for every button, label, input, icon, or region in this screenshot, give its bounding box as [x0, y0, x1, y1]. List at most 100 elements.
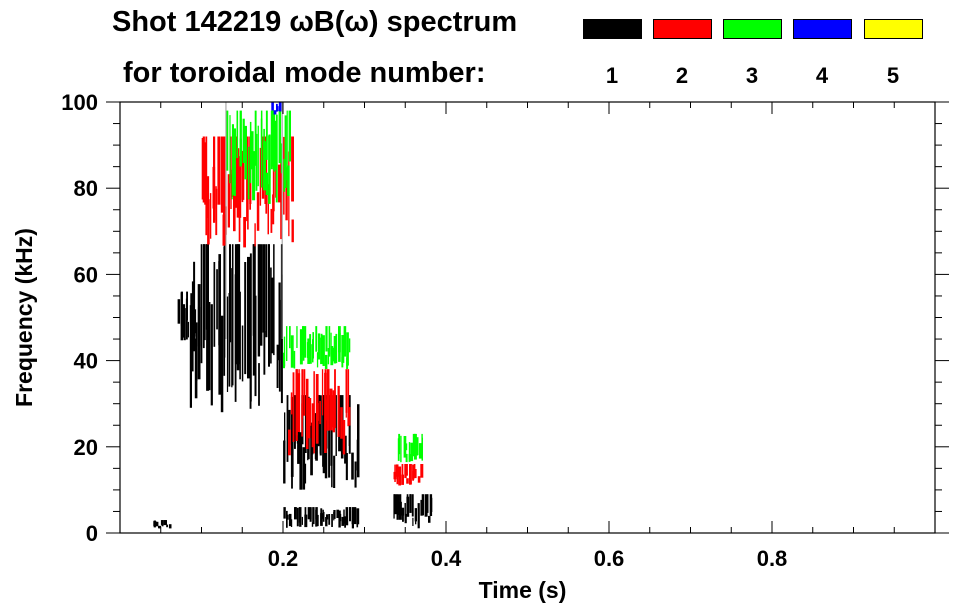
spectral-streak-n=1	[304, 507, 307, 518]
spectral-streak-n=3	[307, 338, 310, 364]
spectral-streak-n=1	[220, 315, 224, 413]
spectral-streak-n=1	[291, 466, 293, 489]
spectral-streak-n=2	[315, 374, 319, 444]
spectral-streak-n=2	[236, 148, 240, 218]
spectral-streak-n=4	[271, 102, 274, 111]
spectral-streak-n=1	[213, 262, 216, 347]
spectral-streak-n=1	[412, 517, 414, 526]
spectral-streak-n=2	[280, 155, 282, 240]
spectral-streak-n=1	[210, 304, 213, 406]
spectral-streak-n=1	[283, 440, 286, 484]
spectral-streak-n=3	[309, 344, 312, 364]
spectral-streak-n=1	[290, 396, 294, 477]
spectral-streak-n=1	[283, 507, 286, 519]
spectral-streak-n=3	[317, 333, 321, 360]
spectral-streak-n=3	[273, 110, 275, 172]
spectral-streak-n=3	[250, 131, 254, 170]
spectral-streak-n=3	[343, 326, 347, 357]
spectral-streak-n=1	[330, 416, 333, 466]
spectral-streak-n=3	[315, 326, 318, 352]
spectral-streak-n=3	[226, 110, 229, 171]
spectral-streak-n=3	[265, 110, 268, 160]
spectral-streak-n=2	[417, 476, 421, 483]
spectral-streak-n=2	[220, 136, 224, 213]
spectral-streak-n=1	[328, 395, 331, 478]
spectral-streak-n=2	[285, 167, 288, 221]
spectral-streak-n=1	[234, 244, 238, 365]
x-tick-label: 0.6	[594, 546, 625, 571]
spectral-streak-n=2	[230, 136, 232, 209]
spectral-streak-n=3	[328, 326, 331, 357]
spectral-streak-n=1	[325, 517, 328, 527]
spectral-streak-n=1	[239, 291, 241, 380]
spectral-streak-n=1	[182, 304, 186, 338]
spectral-streak-n=1	[296, 507, 299, 527]
spectral-streak-n=2	[288, 429, 291, 456]
spectral-streak-n=3	[410, 442, 414, 462]
spectral-streak-n=3	[287, 165, 290, 196]
spectral-streak-n=2	[404, 464, 407, 479]
spectral-streak-n=1	[278, 299, 281, 392]
spectral-streak-n=3	[412, 433, 416, 457]
spectral-streak-n=2	[337, 385, 340, 437]
spectral-streak-n=1	[353, 507, 357, 525]
spectral-streak-n=3	[239, 138, 242, 167]
spectral-streak-n=2	[321, 369, 324, 416]
y-tick-label: 100	[61, 90, 98, 115]
spectral-streak-n=1	[322, 395, 325, 467]
spectral-streak-n=3	[239, 110, 242, 166]
spectral-streak-n=3	[421, 433, 423, 451]
spectral-streak-n=2	[348, 407, 351, 426]
spectral-streak-n=2	[277, 164, 281, 203]
spectral-streak-n=1	[402, 510, 404, 522]
spectral-streak-n=1	[304, 463, 307, 484]
spectral-streak-n=2	[340, 407, 343, 439]
spectral-streak-n=1	[411, 494, 414, 517]
spectral-streak-n=3	[284, 115, 287, 188]
spectral-streak-n=1	[286, 395, 289, 462]
spectral-streak-n=1	[345, 453, 348, 481]
spectral-streak-n=2	[206, 176, 210, 218]
spectral-streak-n=1	[276, 344, 279, 388]
spectral-streak-n=2	[412, 464, 415, 480]
spectral-streak-n=1	[252, 244, 256, 376]
spectral-streak-n=2	[319, 400, 321, 425]
spectral-streak-n=3	[330, 332, 332, 355]
spectral-streak-n=2	[272, 142, 275, 212]
spectral-streak-n=3	[296, 326, 298, 348]
spectral-streak-n=3	[335, 333, 338, 364]
spectral-streak-n=2	[401, 474, 404, 485]
spectral-streak-n=1	[309, 507, 312, 522]
x-tick-label: 0.2	[268, 546, 299, 571]
spectral-streak-n=3	[415, 437, 419, 456]
spectral-streak-n=1	[216, 269, 218, 330]
spectral-streak-n=3	[257, 125, 259, 187]
spectral-streak-n=1	[155, 521, 159, 527]
spectral-streak-n=2	[334, 369, 336, 429]
spectral-streak-n=1	[299, 439, 301, 459]
spectral-streak-n=3	[231, 169, 233, 200]
spectral-streak-n=1	[320, 513, 323, 526]
spectral-streak-n=1	[177, 299, 181, 324]
spectral-streak-n=1	[343, 509, 345, 524]
spectral-streak-n=2	[217, 136, 221, 205]
spectral-streak-n=2	[291, 219, 294, 243]
spectral-streak-n=1	[328, 514, 331, 525]
spectral-streak-n=3	[408, 442, 411, 459]
spectral-streak-n=1	[164, 520, 167, 525]
spectral-streak-n=1	[268, 244, 270, 367]
spectral-streak-n=2	[406, 478, 409, 484]
y-tick-label: 80	[74, 176, 98, 201]
spectral-streak-n=2	[393, 471, 397, 480]
spectral-streak-n=3	[398, 433, 401, 455]
spectral-streak-n=2	[246, 136, 249, 222]
spectral-streak-n=1	[232, 244, 234, 386]
spectral-streak-n=1	[200, 244, 203, 364]
spectral-streak-n=1	[288, 513, 292, 527]
spectral-streak-n=1	[322, 511, 325, 522]
spectral-streak-n=3	[293, 350, 296, 369]
spectral-streak-n=1	[396, 494, 399, 520]
spectral-streak-n=1	[304, 395, 307, 453]
spectral-streak-n=2	[291, 136, 294, 202]
spectral-streak-n=3	[330, 346, 334, 366]
